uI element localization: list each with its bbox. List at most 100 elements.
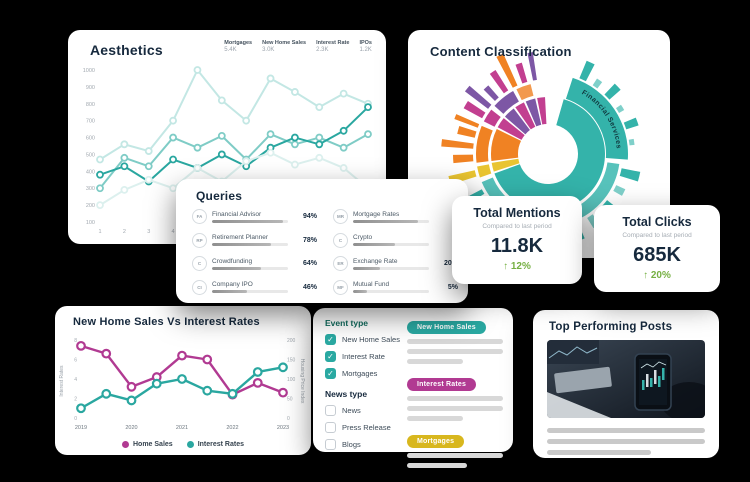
query-row: C Crypto — [333, 232, 458, 248]
data-point-marker — [76, 340, 86, 351]
checkbox-row[interactable]: ✓ New Home Sales — [325, 334, 405, 345]
sales-chart-legend: Home Sales Interest Rates — [55, 441, 311, 448]
checkbox-unchecked-icon[interactable] — [325, 439, 336, 450]
query-progress-track — [353, 290, 429, 294]
data-point-marker — [278, 387, 288, 398]
sunburst-spike — [457, 126, 477, 138]
total-mentions-subtitle: Compared to last period — [482, 223, 552, 230]
query-initials-badge: MF — [333, 279, 348, 295]
checkbox-checked-icon[interactable]: ✓ — [325, 334, 336, 345]
query-label: Crowdfunding — [212, 257, 253, 265]
sunburst-spike — [592, 78, 603, 89]
sunburst-segment — [504, 108, 530, 135]
sunburst-spike — [579, 60, 595, 82]
filters-card: Event type ✓ New Home Sales ✓ Interest Rate… — [313, 308, 513, 468]
year-tick: 2023 — [277, 425, 289, 431]
financial-services-band — [565, 77, 628, 160]
checkbox-checked-icon[interactable]: ✓ — [325, 368, 336, 379]
legend-item: Mortgages 5.4K — [224, 40, 252, 53]
checkbox-row[interactable]: Blogs — [325, 439, 405, 450]
skeleton-line — [407, 349, 503, 354]
data-point-marker — [252, 367, 263, 377]
y-axis-tick: 1000 — [83, 68, 95, 74]
tag-pill: New Home Sales — [407, 321, 486, 334]
query-row: FA Financial Advisor 94% — [192, 209, 317, 224]
sunburst-spike — [628, 138, 635, 146]
post-skeleton-text — [547, 422, 705, 455]
data-point-marker — [151, 378, 162, 389]
y-axis-tick: 700 — [86, 119, 95, 125]
data-point-marker — [120, 153, 129, 162]
query-percent: 5% — [447, 283, 458, 291]
up-arrow-icon: ↑ — [643, 270, 649, 281]
legend-label: IPOs — [359, 40, 372, 46]
checkbox-label: Mortgages — [342, 369, 378, 378]
data-point-marker — [96, 201, 104, 210]
right-axis-tick: 200 — [287, 338, 296, 344]
total-clicks-title: Total Clicks — [622, 215, 692, 229]
aesthetics-legend: Mortgages 5.4K New Home Sales 3.0K Interest … — [224, 40, 372, 53]
left-axis-tick: 8 — [74, 338, 77, 344]
year-tick: 2021 — [176, 425, 188, 431]
checkbox-row[interactable]: News — [325, 405, 405, 416]
checkbox-row[interactable]: ✓ Interest Rate — [325, 351, 405, 362]
event-type-heading: Event type — [325, 318, 368, 328]
sunburst-segment — [477, 164, 492, 178]
query-initials-badge: C — [333, 232, 348, 248]
sunburst-spike — [463, 101, 486, 119]
data-point-marker — [120, 186, 129, 194]
sunburst-segment — [515, 102, 536, 130]
right-axis-tick: 150 — [287, 358, 296, 364]
legend-dot-icon — [186, 441, 194, 448]
query-percent: 20% — [443, 260, 458, 268]
query-progress-track — [353, 243, 429, 247]
skeleton-line — [407, 416, 463, 421]
tagged-results-panel: New Home Sales Interest Rates Mortgages — [407, 316, 503, 477]
query-progress-fill — [353, 243, 395, 247]
data-point-marker — [217, 131, 226, 140]
queries-list: FA Financial Advisor 94% RP Retirement Plann… — [192, 209, 458, 295]
data-point-marker — [101, 388, 112, 399]
data-point-marker — [364, 103, 372, 112]
data-point-marker — [339, 89, 348, 98]
query-initials-badge: MR — [333, 209, 348, 224]
data-point-marker — [242, 116, 251, 125]
skeleton-line — [407, 339, 503, 344]
left-axis-tick: 6 — [74, 358, 77, 364]
data-point-marker — [120, 162, 129, 171]
skeleton-line — [407, 463, 467, 468]
data-point-marker — [193, 143, 202, 152]
checkbox-label: News — [342, 406, 361, 415]
query-progress-fill — [212, 243, 272, 247]
checkbox-unchecked-icon[interactable] — [325, 405, 336, 416]
legend-label: Home Sales — [133, 441, 173, 448]
legend-value: 2.3K — [316, 47, 329, 53]
legend-dot-icon — [122, 441, 129, 448]
hand-silhouette — [661, 382, 705, 418]
sunburst-spike — [613, 185, 626, 196]
data-point-marker — [291, 160, 299, 169]
data-point-marker — [227, 388, 238, 399]
query-body: Mutual Fund — [353, 281, 429, 294]
checkbox-checked-icon[interactable]: ✓ — [325, 351, 336, 362]
data-point-marker — [177, 374, 187, 384]
query-progress-track — [212, 219, 288, 223]
right-axis-tick: 0 — [287, 416, 290, 422]
up-arrow-icon: ↑ — [503, 261, 509, 272]
data-point-marker — [339, 126, 348, 135]
query-progress-fill — [212, 290, 247, 294]
checkbox-row[interactable]: ✓ Mortgages — [325, 368, 405, 379]
data-point-marker — [266, 130, 275, 139]
y-axis-tick: 900 — [86, 85, 95, 91]
total-mentions-card: Total Mentions Compared to last period 1… — [452, 196, 582, 284]
left-axis-tick: 0 — [74, 416, 77, 422]
checkbox-label: Blogs — [342, 440, 361, 449]
query-initials-badge: ER — [333, 256, 348, 272]
checkbox-unchecked-icon[interactable] — [325, 422, 336, 433]
data-point-marker — [126, 381, 137, 392]
data-point-marker — [202, 354, 213, 365]
sunburst-spike — [454, 114, 480, 128]
checkbox-row[interactable]: Press Release — [325, 422, 405, 433]
aesthetics-card-title: Aesthetics — [90, 42, 163, 58]
